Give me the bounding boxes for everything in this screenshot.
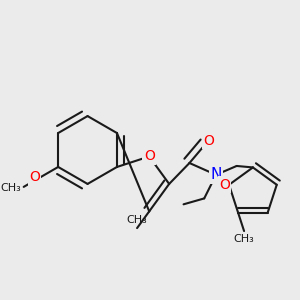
Text: O: O — [219, 178, 230, 192]
Text: O: O — [144, 149, 155, 164]
Text: CH₃: CH₃ — [127, 215, 148, 225]
Text: N: N — [210, 167, 222, 182]
Text: CH₃: CH₃ — [0, 183, 21, 194]
Text: O: O — [203, 134, 214, 148]
Text: O: O — [29, 170, 40, 184]
Text: CH₃: CH₃ — [234, 234, 254, 244]
